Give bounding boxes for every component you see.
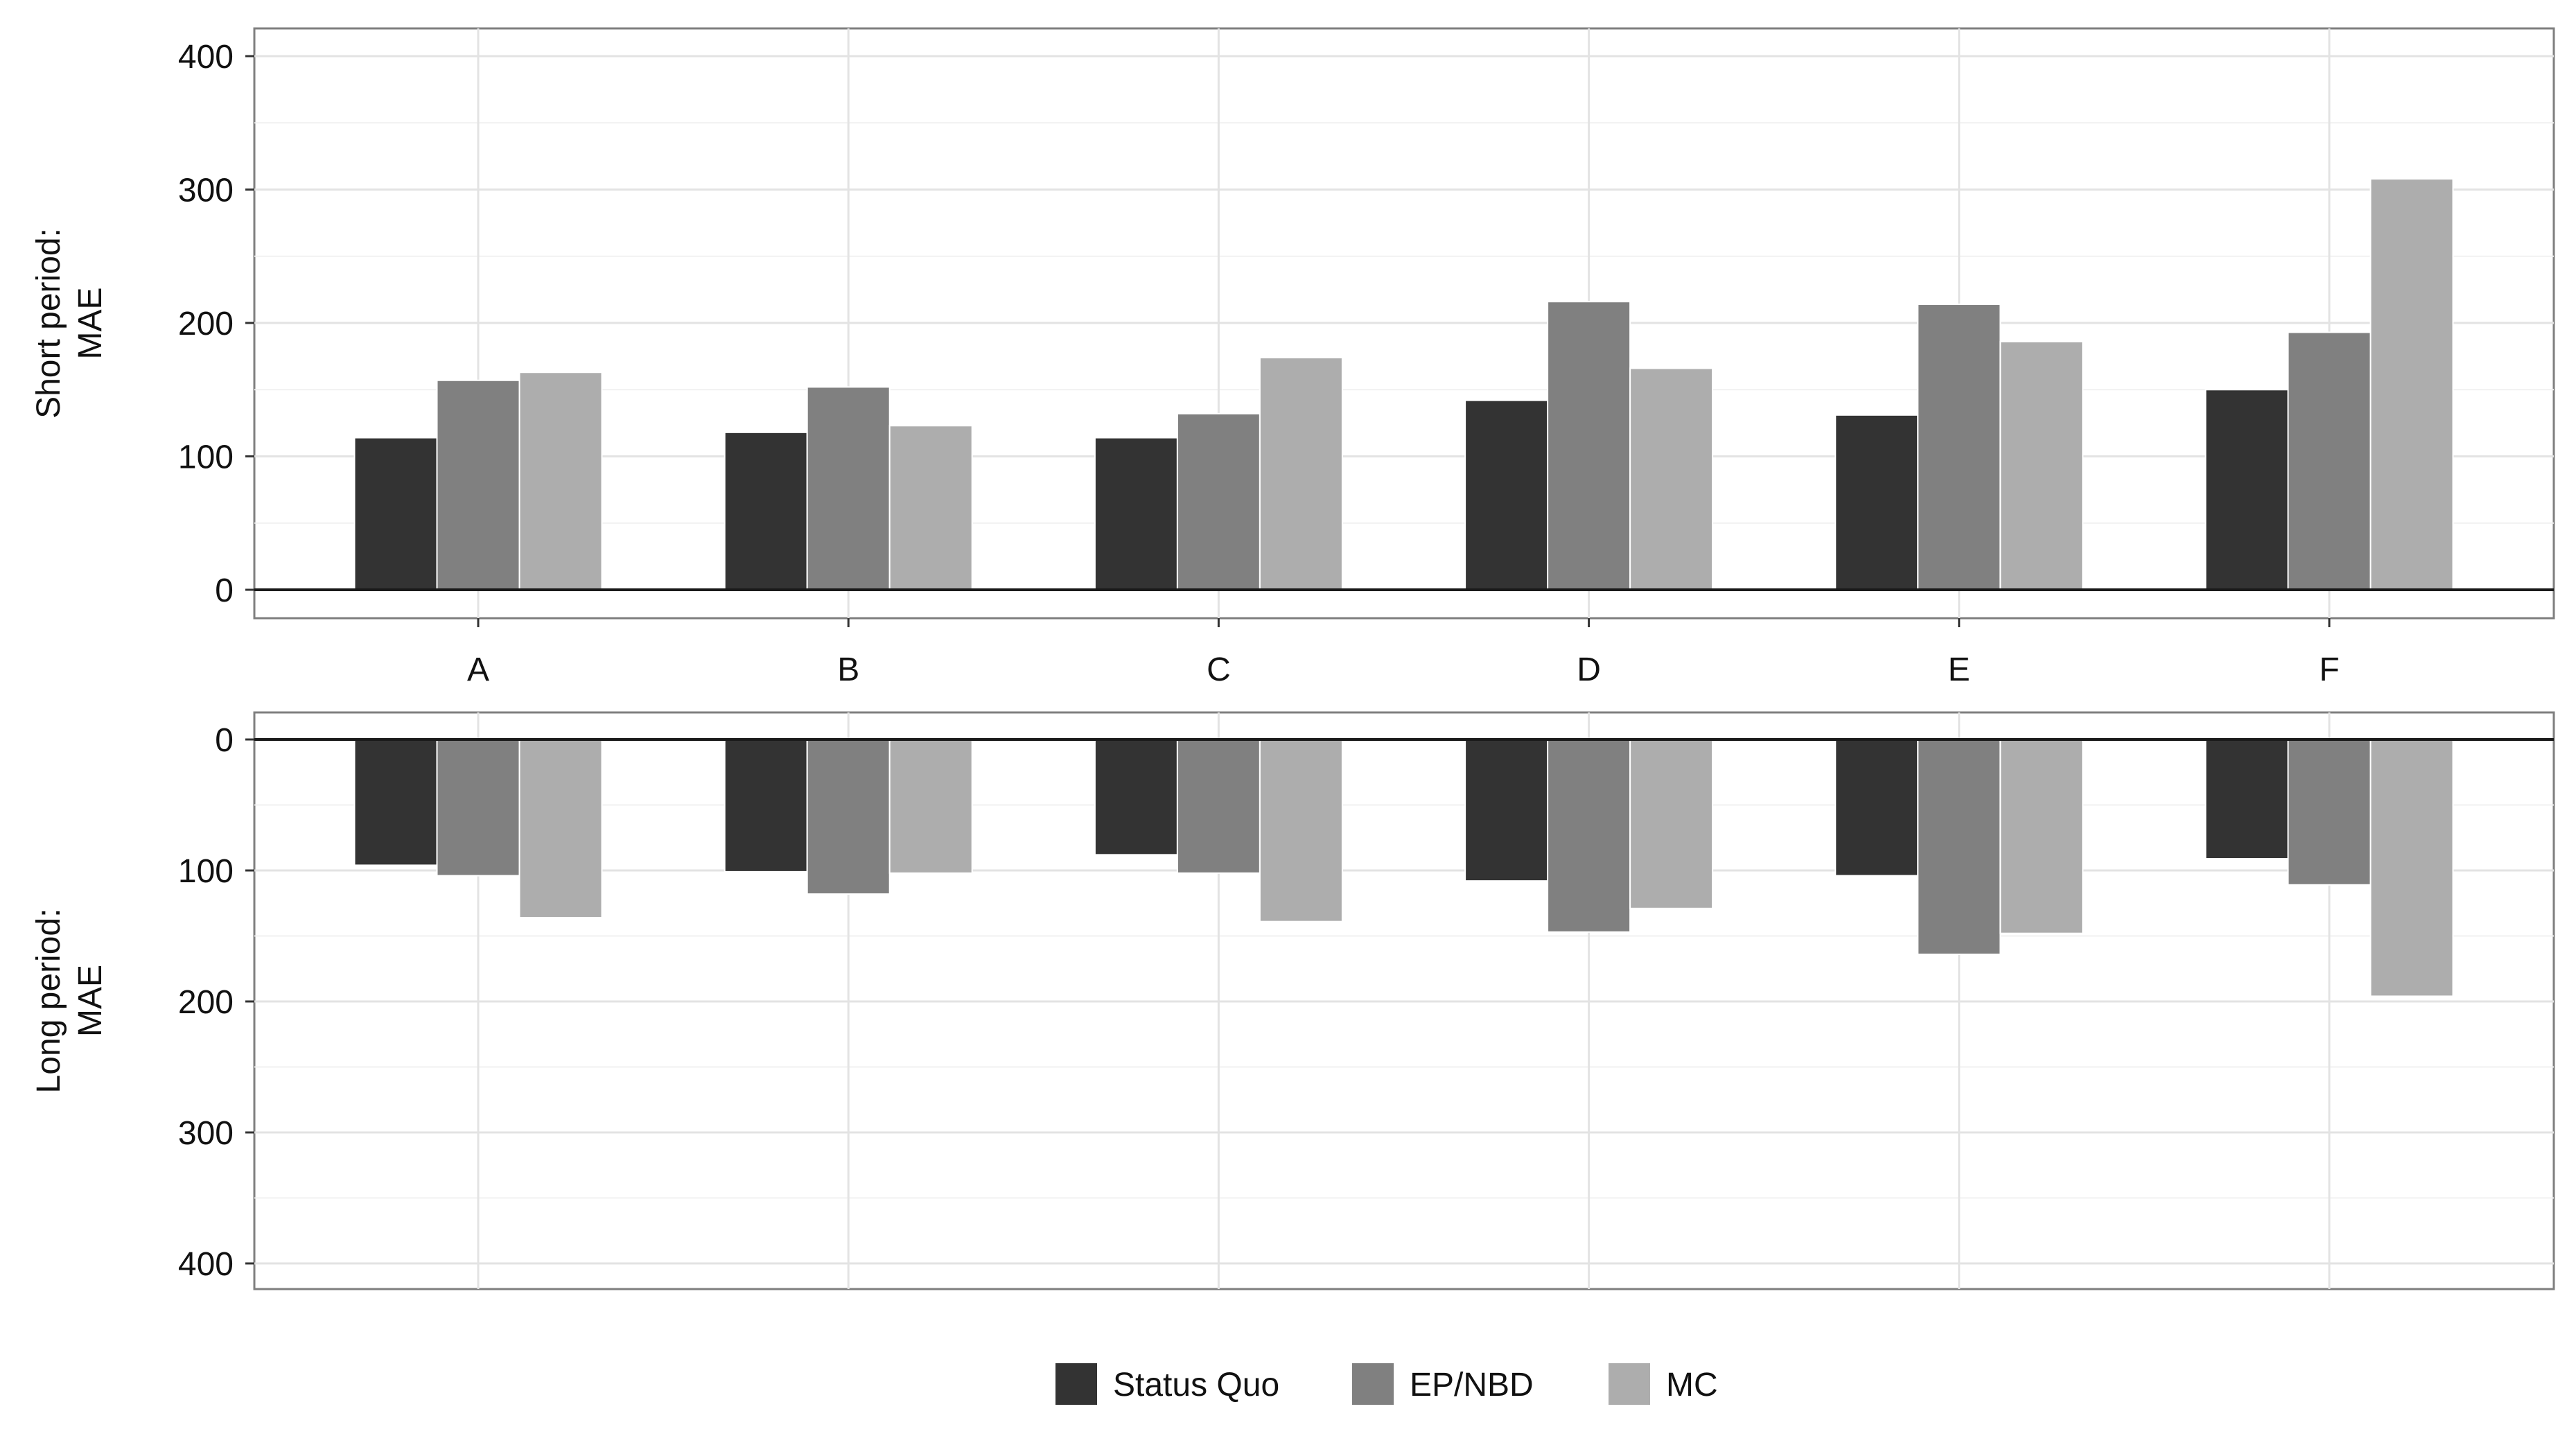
- long-bar-mc-c: [1259, 739, 1343, 922]
- legend-key-ep-nbd: [1351, 1362, 1395, 1406]
- short-bar-status-quo-b: [724, 431, 808, 590]
- long-bar-ep-nbd-f: [2287, 739, 2372, 886]
- short-y-tick-label: 200: [178, 306, 234, 342]
- long-bar-status-quo-b: [724, 739, 808, 873]
- legend-key-status-quo: [1054, 1362, 1098, 1406]
- long-y-tick-label: 300: [178, 1115, 234, 1152]
- long-y-axis-title-line2: MAE: [72, 965, 109, 1037]
- short-bar-mc-f: [2369, 178, 2454, 591]
- long-y-axis-title-line1: Long period:: [30, 909, 67, 1094]
- legend-label-status-quo: Status Quo: [1113, 1367, 1279, 1403]
- long-bar-status-quo-f: [2205, 739, 2289, 859]
- x-tick-label-a: A: [467, 651, 489, 688]
- long-bar-ep-nbd-b: [806, 739, 891, 895]
- x-tick-label-e: E: [1948, 651, 1970, 688]
- short-y-tick-label: 0: [215, 572, 234, 609]
- short-y-axis-title-line2: MAE: [72, 287, 109, 359]
- short-y-tick-label: 100: [178, 439, 234, 476]
- short-y-axis-title-line1: Short period:: [30, 228, 67, 419]
- short-bar-mc-a: [518, 371, 603, 590]
- legend-label-ep-nbd: EP/NBD: [1410, 1367, 1534, 1403]
- x-tick-label-f: F: [2319, 651, 2339, 688]
- long-y-tick-label: 400: [178, 1246, 234, 1283]
- long-bar-mc-b: [888, 739, 973, 874]
- short-y-tick-label: 300: [178, 173, 234, 209]
- short-bar-status-quo-e: [1834, 414, 1919, 591]
- x-axis-labels: A B C D E F: [467, 618, 2340, 688]
- long-y-tick-label: 100: [178, 853, 234, 890]
- short-y-tick-label: 400: [178, 39, 234, 76]
- long-bar-mc-a: [518, 739, 603, 919]
- legend-key-mc: [1607, 1362, 1651, 1406]
- short-bar-ep-nbd-e: [1917, 304, 2001, 590]
- x-tick-label-b: B: [837, 651, 859, 688]
- short-bar-mc-e: [1999, 340, 2084, 590]
- short-bar-status-quo-d: [1464, 399, 1549, 591]
- short-bar-mc-b: [888, 425, 973, 590]
- short-bar-mc-c: [1259, 357, 1343, 590]
- short-bar-ep-nbd-d: [1547, 301, 1631, 590]
- long-bar-status-quo-e: [1834, 739, 1919, 877]
- short-bar-ep-nbd-a: [436, 379, 520, 591]
- short-bar-ep-nbd-b: [806, 386, 891, 591]
- long-y-tick-label: 200: [178, 984, 234, 1021]
- long-bar-status-quo-d: [1464, 739, 1549, 882]
- legend-label-mc: MC: [1666, 1367, 1718, 1403]
- long-period-panel: 0 100 200 300 400 Long period: MAE: [30, 711, 2555, 1290]
- short-bar-mc-d: [1629, 367, 1714, 590]
- long-bar-mc-e: [1999, 739, 2084, 934]
- short-bar-status-quo-c: [1094, 437, 1178, 590]
- x-tick-label-d: D: [1577, 651, 1601, 688]
- long-bar-ep-nbd-d: [1547, 739, 1631, 933]
- legend: Status Quo EP/NBD MC: [1054, 1362, 1718, 1406]
- long-bar-mc-d: [1629, 739, 1714, 909]
- long-bar-mc-f: [2369, 739, 2454, 997]
- short-bar-status-quo-f: [2205, 389, 2289, 590]
- long-bar-status-quo-a: [353, 739, 438, 866]
- long-bar-status-quo-c: [1094, 739, 1178, 856]
- short-bar-ep-nbd-c: [1176, 412, 1261, 591]
- long-bar-ep-nbd-e: [1917, 739, 2001, 955]
- long-bar-ep-nbd-a: [436, 739, 520, 877]
- short-bar-status-quo-a: [353, 437, 438, 590]
- short-period-panel: 0 100 200 300 400 Short period: MAE: [30, 27, 2555, 620]
- short-bar-ep-nbd-f: [2287, 331, 2372, 590]
- long-y-tick-label: 0: [215, 722, 234, 759]
- x-tick-label-c: C: [1207, 651, 1231, 688]
- long-bar-ep-nbd-c: [1176, 739, 1261, 874]
